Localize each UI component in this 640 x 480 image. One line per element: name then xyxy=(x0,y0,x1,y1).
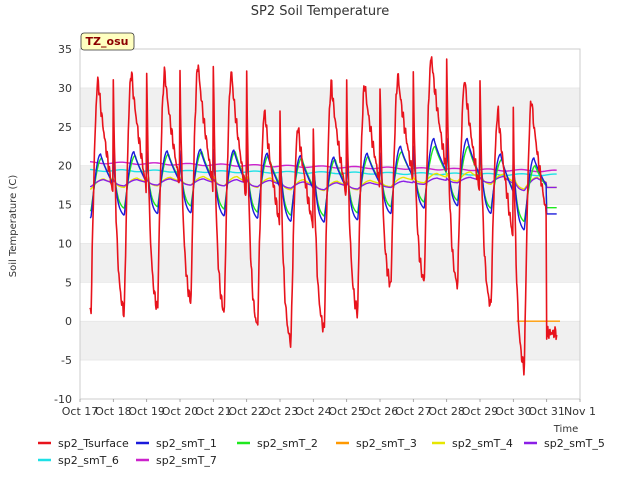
series-line-sp2_Tsurface xyxy=(89,56,558,376)
x-tick-label: Oct 18 xyxy=(95,405,132,418)
x-tick-label: Oct 26 xyxy=(362,405,399,418)
legend-item-sp2_Tsurface: sp2_Tsurface xyxy=(38,437,129,450)
y-tick-label: 25 xyxy=(58,121,72,134)
x-tick-label: Oct 25 xyxy=(328,405,365,418)
legend-item-sp2_smT_6: sp2_smT_6 xyxy=(38,454,119,467)
x-tick-label: Oct 17 xyxy=(62,405,99,418)
legend-label: sp2_smT_5 xyxy=(544,437,605,450)
x-tick-label: Oct 23 xyxy=(262,405,299,418)
tz-annotation-box xyxy=(80,32,135,51)
x-tick-label: Oct 21 xyxy=(195,405,232,418)
legend-item-sp2_smT_1: sp2_smT_1 xyxy=(136,437,217,450)
y-tick-label: -10 xyxy=(54,393,72,406)
x-tick-label: Oct 28 xyxy=(428,405,465,418)
legend-item-sp2_smT_3: sp2_smT_3 xyxy=(336,437,417,450)
legend-item-sp2_smT_2: sp2_smT_2 xyxy=(237,437,318,450)
legend-label: sp2_smT_3 xyxy=(356,437,417,450)
x-tick-label: Oct 27 xyxy=(395,405,432,418)
legend-item-sp2_smT_7: sp2_smT_7 xyxy=(136,454,217,467)
y-tick-label: 0 xyxy=(65,315,72,328)
y-tick-label: -5 xyxy=(61,354,72,367)
y-tick-label: 15 xyxy=(58,199,72,212)
x-tick-label: Oct 29 xyxy=(462,405,499,418)
y-tick-label: 10 xyxy=(58,237,72,250)
legend-label: sp2_smT_6 xyxy=(58,454,119,467)
grid-band xyxy=(80,243,580,283)
legend-label: sp2_smT_2 xyxy=(257,437,318,450)
legend-item-sp2_smT_4: sp2_smT_4 xyxy=(432,437,513,450)
tz-annotation: TZ_osu xyxy=(80,32,135,51)
y-tick-label: 30 xyxy=(58,82,72,95)
x-tick-label: Oct 24 xyxy=(295,405,332,418)
plot-frame xyxy=(79,48,581,400)
legend-label: sp2_smT_4 xyxy=(452,437,513,450)
legend: sp2_Tsurface sp2_smT_1 sp2_smT_2 sp2_smT_3 s… xyxy=(38,437,605,467)
legend-label: sp2_Tsurface xyxy=(58,437,129,450)
chart-title: SP2 Soil Temperature xyxy=(251,4,389,19)
y-axis-label: Soil Temperature (C) xyxy=(8,175,19,278)
tz-annotation-text: TZ_osu xyxy=(86,35,129,48)
y-tick-label: 35 xyxy=(58,43,72,56)
x-tick-label: Oct 20 xyxy=(162,405,199,418)
grid-band xyxy=(80,321,580,361)
x-tick-label: Oct 22 xyxy=(228,405,265,418)
legend-label: sp2_smT_7 xyxy=(156,454,217,467)
x-tick-label: Nov 1 xyxy=(564,405,596,418)
x-tick-label: Oct 19 xyxy=(128,405,165,418)
x-tick-label: Oct 31 xyxy=(528,405,565,418)
legend-item-sp2_smT_5: sp2_smT_5 xyxy=(524,437,605,450)
y-tick-label: 5 xyxy=(65,276,72,289)
series-layer xyxy=(89,56,560,376)
x-axis-label: Time xyxy=(553,424,578,435)
y-tick-label: 20 xyxy=(58,160,72,173)
y-axis-ticks: -10 -5 0 5 10 15 20 25 30 35 xyxy=(54,43,72,406)
x-tick-label: Oct 30 xyxy=(495,405,532,418)
legend-label: sp2_smT_1 xyxy=(156,437,217,450)
